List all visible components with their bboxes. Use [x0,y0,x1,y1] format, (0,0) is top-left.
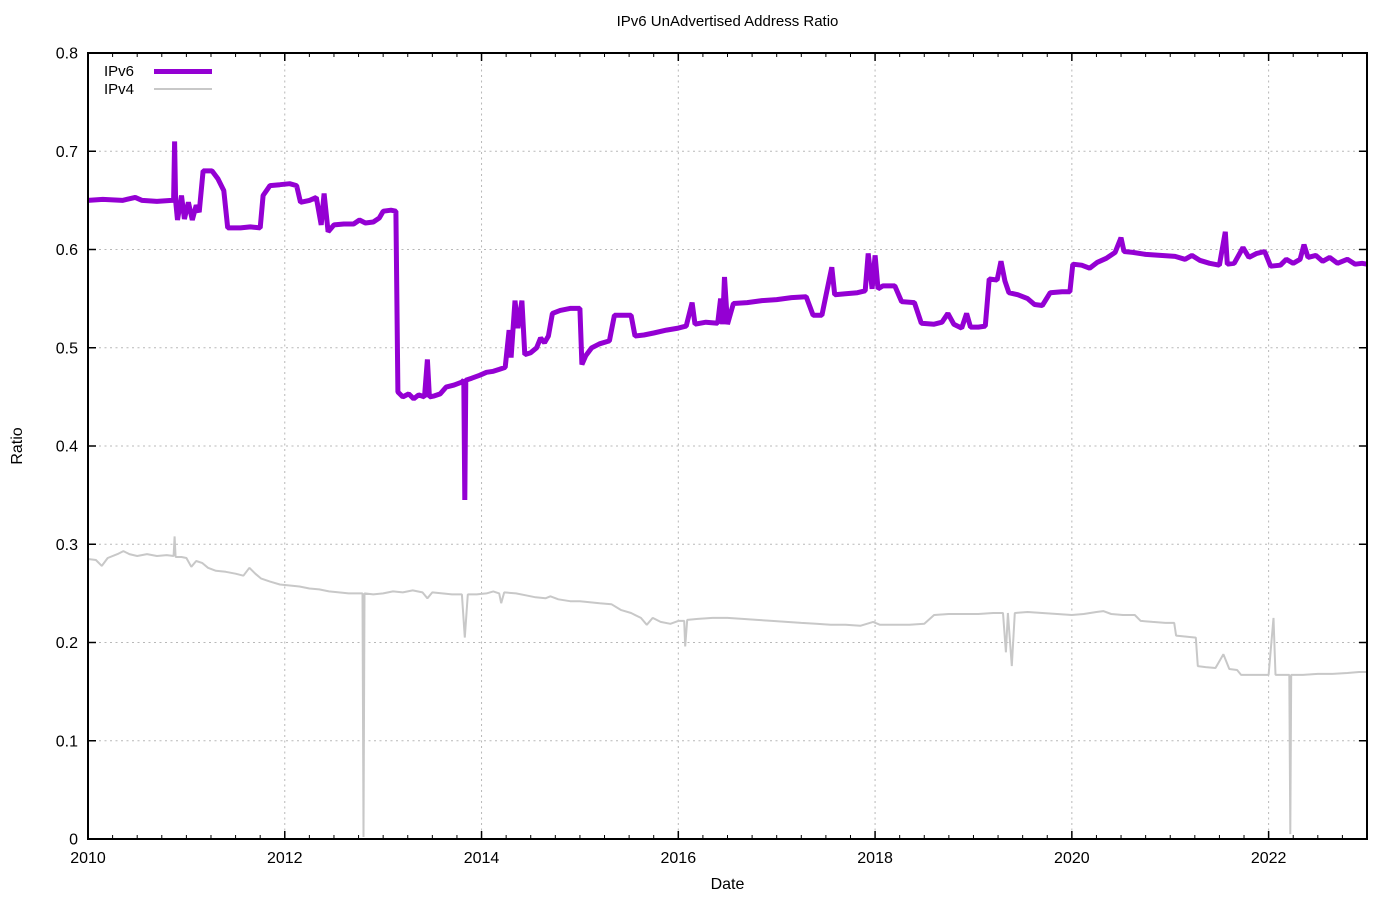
ipv6-line [87,141,1368,501]
legend-entry-ipv4: IPv4 [104,80,212,98]
y-tick-label-0.4: 0.4 [56,439,78,456]
ipv4-line [87,536,1367,838]
x-tick-label-2014: 2014 [464,850,500,867]
legend: IPv6 IPv4 [104,62,212,98]
y-tick-label-0.8: 0.8 [56,46,78,63]
legend-label-ipv4: IPv4 [104,80,135,98]
x-tick-label-2012: 2012 [267,850,303,867]
legend-entry-ipv6: IPv6 [104,62,212,80]
y-tick-label-0: 0 [69,832,78,849]
y-tick-label-0.7: 0.7 [56,144,78,161]
x-tick-label-2022: 2022 [1251,850,1287,867]
legend-label-ipv6: IPv6 [104,62,135,80]
x-tick-label-2020: 2020 [1054,850,1090,867]
x-tick-label-2016: 2016 [661,850,697,867]
y-tick-label-0.1: 0.1 [56,733,78,750]
y-tick-label-0.5: 0.5 [56,340,78,357]
y-tick-label-0.3: 0.3 [56,537,78,554]
x-tick-label-2018: 2018 [857,850,893,867]
y-axis-label: Ratio [9,427,26,465]
legend-line-sample-ipv4 [154,88,212,90]
x-tick-label-2010: 2010 [70,850,106,867]
legend-line-sample-ipv6 [154,68,212,74]
y-tick-label-0.6: 0.6 [56,242,78,259]
y-tick-label-0.2: 0.2 [56,635,78,652]
chart-title: IPv6 UnAdvertised Address Ratio [616,13,839,30]
x-axis-label: Date [710,876,745,893]
